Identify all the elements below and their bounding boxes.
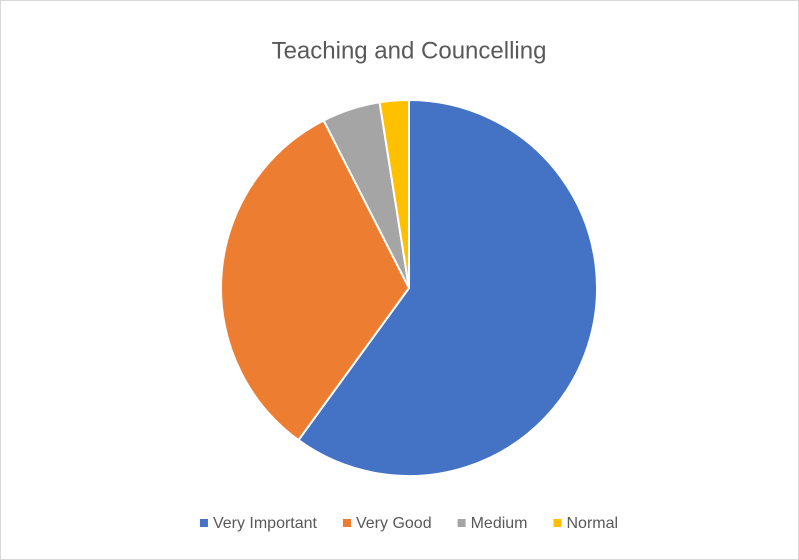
chart-title: Teaching and Councelling xyxy=(272,37,547,64)
legend-swatch xyxy=(457,519,466,527)
legend-label: Medium xyxy=(471,515,528,532)
pie-slice xyxy=(297,98,598,477)
legend-swatch xyxy=(342,519,351,527)
legend-label: Very Good xyxy=(356,515,432,532)
legend-label: Very Important xyxy=(213,515,318,532)
legend-swatch xyxy=(553,519,562,527)
legend-label: Normal xyxy=(567,515,619,532)
pie-slice xyxy=(220,119,411,442)
pie-slice xyxy=(378,98,410,289)
legend-swatch xyxy=(199,519,208,527)
